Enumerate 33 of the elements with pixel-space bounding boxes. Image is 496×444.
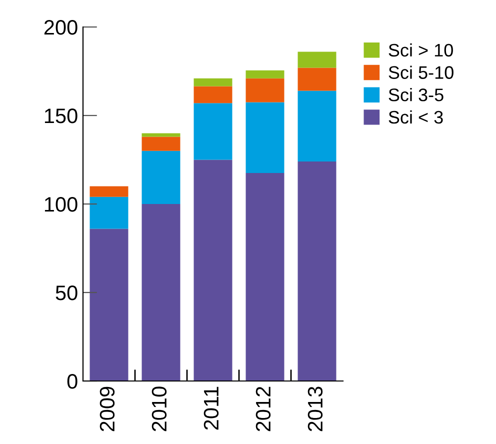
- bar: [90, 196, 128, 229]
- x-tick-label: 2009: [100, 386, 115, 432]
- bar: [246, 78, 284, 102]
- y-tick-label: 200: [44, 20, 78, 35]
- bar: [142, 150, 180, 204]
- bar: [90, 228, 128, 381]
- legend-label: Sci < 3: [388, 110, 443, 124]
- bar: [194, 103, 232, 160]
- bar: [142, 136, 180, 151]
- bar: [246, 70, 284, 78]
- bar: [194, 78, 232, 86]
- bar: [298, 68, 336, 91]
- x-tick-label: 2011: [204, 386, 219, 430]
- bar: [298, 162, 336, 381]
- bar: [298, 52, 336, 68]
- x-tick-label: 2013: [308, 386, 323, 432]
- bar: [298, 90, 336, 162]
- bar: [90, 186, 128, 197]
- y-tick-label: 100: [44, 197, 78, 212]
- y-tick-label: 0: [67, 374, 78, 389]
- bar: [246, 102, 284, 174]
- x-tick-label: 2012: [256, 386, 271, 432]
- legend-label: Sci 5-10: [388, 66, 454, 79]
- y-tick-label: 150: [44, 108, 78, 124]
- bar: [194, 86, 232, 104]
- y-tick-label: 50: [56, 286, 78, 300]
- x-tick-label: 2010: [152, 386, 167, 432]
- bar: [142, 133, 180, 137]
- legend-label: Sci > 10: [388, 43, 453, 57]
- legend-label: Sci 3-5: [388, 88, 444, 102]
- bar: [194, 160, 232, 381]
- bar: [142, 204, 180, 381]
- bar: [246, 173, 284, 381]
